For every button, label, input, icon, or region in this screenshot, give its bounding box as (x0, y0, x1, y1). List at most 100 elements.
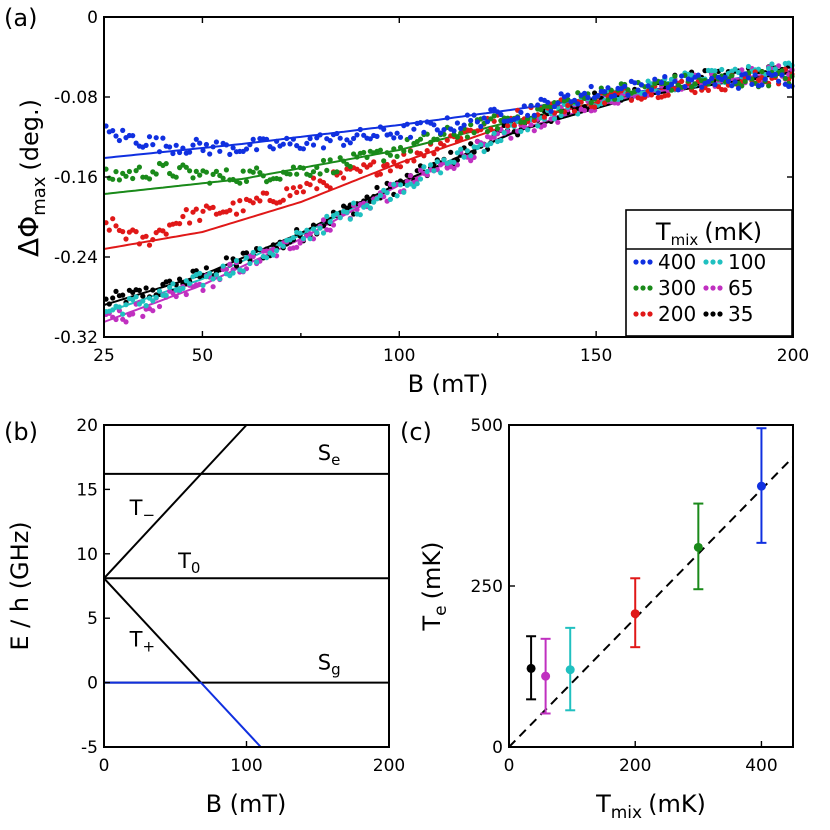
data-point-100 (421, 164, 427, 170)
data-point-200 (679, 78, 685, 84)
data-point-400 (585, 94, 591, 101)
data-point-400 (300, 146, 306, 152)
data-point-100 (264, 255, 270, 261)
data-point-400 (146, 134, 153, 140)
data-point-400 (581, 90, 588, 96)
data-point-100 (397, 182, 404, 188)
data-point-400 (357, 126, 363, 133)
data-point-100 (324, 213, 330, 219)
chart-c-ticks: 0 200 400 0 250 500 (471, 416, 778, 776)
data-point-400 (531, 112, 537, 118)
data-point-400 (481, 115, 487, 121)
legend-label-100: 100 (728, 250, 766, 274)
level-label-sub: e (331, 451, 340, 469)
data-point-400 (351, 135, 357, 142)
data-point-200 (434, 146, 440, 152)
data-point-200 (387, 168, 393, 174)
level-label-sub: + (142, 638, 155, 656)
data-point-200 (692, 89, 698, 96)
data-point-400 (745, 75, 752, 81)
data-point-100 (327, 219, 333, 225)
data-point-300 (468, 122, 474, 128)
data-point-100 (501, 130, 507, 136)
data-point-200 (240, 208, 246, 214)
data-point-300 (337, 155, 343, 161)
data-point-300 (294, 171, 300, 177)
data-point-400 (397, 134, 404, 140)
data-point-400 (264, 136, 270, 142)
data-point-400 (213, 139, 219, 145)
data-point-65 (307, 231, 313, 237)
data-point-65 (491, 134, 497, 140)
data-point-400 (334, 130, 340, 137)
data-point-400 (341, 142, 347, 148)
legend-title: Tmix (mK) (655, 218, 762, 249)
data-point-200 (250, 200, 256, 206)
data-point-200 (628, 97, 635, 103)
b-y-tick-label-0: 0 (87, 674, 98, 694)
data-point-100 (213, 272, 219, 278)
data-point-200 (300, 189, 306, 195)
data-point-400 (173, 142, 179, 148)
te-point-400 (756, 481, 766, 491)
data-point-400 (434, 127, 440, 133)
data-point-100 (243, 255, 250, 261)
data-point-100 (163, 292, 169, 298)
data-point-300 (494, 125, 501, 132)
data-point-100 (153, 294, 159, 300)
data-point-200 (431, 151, 437, 157)
b-x-tick-label-100: 100 (230, 756, 262, 776)
data-point-400 (133, 140, 139, 146)
c-x-tick-label-400: 400 (745, 756, 777, 776)
legend-marker-200 (647, 311, 653, 317)
data-point-300 (287, 171, 293, 177)
data-point-400 (387, 131, 393, 137)
data-point-200 (404, 158, 410, 164)
data-point-400 (602, 89, 608, 95)
data-point-300 (364, 154, 370, 160)
b-y-tick-label-20: 20 (76, 416, 98, 436)
data-point-400 (571, 97, 578, 103)
data-point-400 (622, 83, 628, 89)
c-y-tick-label-250: 250 (471, 577, 503, 597)
data-point-400 (528, 103, 534, 109)
data-point-100 (317, 225, 323, 231)
legend-marker-400 (647, 259, 653, 265)
data-point-35 (471, 149, 477, 155)
data-point-400 (655, 90, 661, 96)
data-point-300 (341, 158, 347, 164)
data-point-100 (518, 128, 524, 134)
data-point-400 (167, 144, 173, 150)
data-point-35 (364, 194, 370, 200)
data-point-100 (314, 230, 320, 236)
data-point-100 (140, 298, 146, 304)
data-point-400 (197, 140, 203, 146)
data-point-100 (464, 148, 470, 154)
data-point-300 (417, 136, 424, 142)
chart-c-frame (508, 424, 794, 748)
legend-label-400: 400 (658, 250, 696, 274)
data-point-400 (638, 82, 645, 88)
data-point-100 (351, 200, 357, 206)
level-label-main: T (177, 549, 191, 573)
legend-marker-400 (640, 259, 646, 265)
data-point-200 (113, 223, 119, 229)
data-point-400 (381, 126, 387, 132)
data-point-100 (498, 137, 504, 144)
data-point-300 (538, 107, 544, 113)
legend-title-unit: (mK) (704, 218, 762, 246)
data-point-200 (197, 217, 203, 223)
data-point-100 (377, 192, 383, 198)
data-point-100 (719, 66, 725, 73)
data-point-400 (274, 138, 280, 144)
level-label-main: S (318, 651, 331, 675)
data-point-100 (374, 196, 380, 202)
data-point-400 (668, 81, 675, 88)
data-point-300 (207, 180, 213, 186)
data-point-200 (367, 162, 373, 168)
data-point-200 (190, 209, 196, 215)
data-point-300 (190, 175, 196, 181)
b-y-tick-label--5: -5 (81, 738, 98, 758)
